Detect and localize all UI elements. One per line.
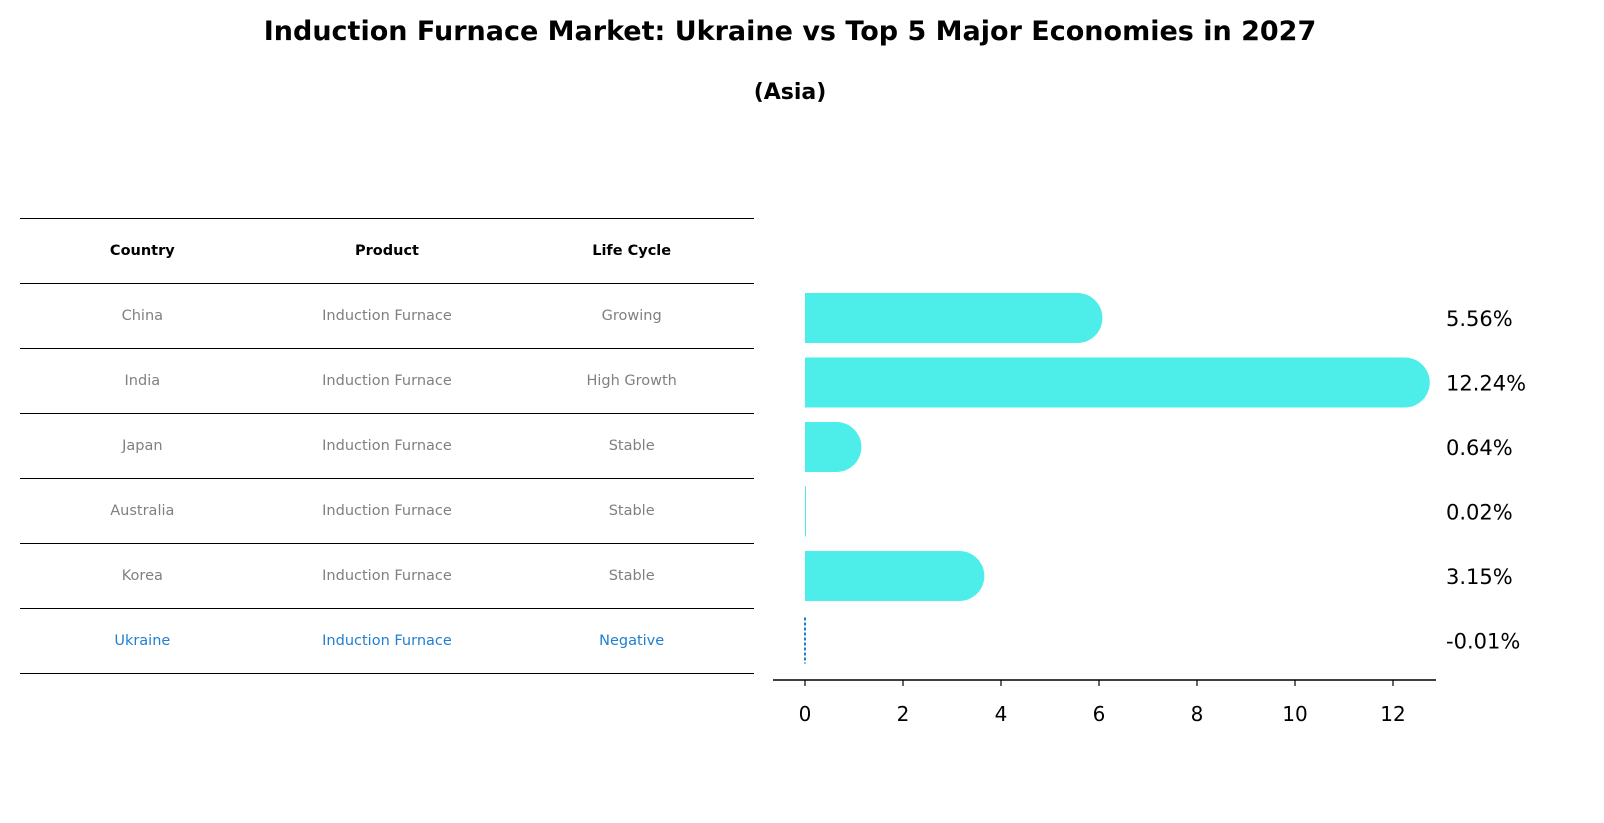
table-row: India Induction Furnace High Growth bbox=[20, 348, 754, 414]
data-label: 5.56% bbox=[1446, 307, 1513, 331]
x-tick-label: 2 bbox=[897, 702, 910, 726]
bar-china bbox=[805, 293, 1103, 343]
cell-country: Japan bbox=[20, 413, 265, 479]
x-tick-label: 6 bbox=[1093, 702, 1106, 726]
data-label: 3.15% bbox=[1446, 565, 1513, 589]
header-country: Country bbox=[20, 218, 265, 284]
cell-life-cycle: Stable bbox=[509, 413, 754, 479]
cell-life-cycle: Stable bbox=[509, 478, 754, 544]
cell-product: Induction Furnace bbox=[264, 478, 510, 544]
table-row: Australia Induction Furnace Stable bbox=[20, 478, 754, 544]
market-table: Country Product Life Cycle China Inductio… bbox=[20, 218, 754, 674]
cell-life-cycle: Stable bbox=[509, 543, 754, 609]
x-tick-label: 4 bbox=[995, 702, 1008, 726]
cell-product: Induction Furnace bbox=[264, 348, 510, 414]
x-tick-label: 8 bbox=[1191, 702, 1204, 726]
table-row: Japan Induction Furnace Stable bbox=[20, 413, 754, 479]
x-tick-label: 0 bbox=[799, 702, 812, 726]
cell-country: Australia bbox=[20, 478, 265, 544]
cell-product: Induction Furnace bbox=[264, 283, 510, 349]
bar-australia bbox=[805, 486, 806, 537]
cell-product: Induction Furnace bbox=[264, 413, 510, 479]
table-row: Korea Induction Furnace Stable bbox=[20, 543, 754, 609]
cell-country: China bbox=[20, 283, 265, 349]
header-product: Product bbox=[264, 218, 510, 284]
data-label: -0.01% bbox=[1446, 630, 1520, 654]
bar-japan bbox=[805, 422, 862, 472]
data-label: 0.02% bbox=[1446, 501, 1513, 525]
cell-country: Korea bbox=[20, 543, 265, 609]
data-label: 0.64% bbox=[1446, 436, 1513, 460]
cell-life-cycle: Growing bbox=[509, 283, 754, 349]
x-tick-label: 10 bbox=[1282, 702, 1307, 726]
header-life-cycle: Life Cycle bbox=[509, 218, 754, 284]
cell-life-cycle: Negative bbox=[509, 608, 754, 674]
cell-country: India bbox=[20, 348, 265, 414]
data-label: 12.24% bbox=[1446, 372, 1526, 396]
table-row-highlight: Ukraine Induction Furnace Negative bbox=[20, 608, 754, 674]
chart-subtitle: (Asia) bbox=[753, 80, 827, 105]
chart-title: Induction Furnace Market: Ukraine vs Top… bbox=[263, 16, 1317, 47]
bar-korea bbox=[805, 551, 985, 601]
table-header-row: Country Product Life Cycle bbox=[20, 218, 754, 284]
table-row: China Induction Furnace Growing bbox=[20, 283, 754, 349]
bar-india bbox=[805, 357, 1430, 408]
cell-product: Induction Furnace bbox=[264, 543, 510, 609]
x-tick-label: 12 bbox=[1380, 702, 1405, 726]
cell-country: Ukraine bbox=[20, 608, 265, 674]
cell-product: Induction Furnace bbox=[264, 608, 510, 674]
cell-life-cycle: High Growth bbox=[509, 348, 754, 414]
